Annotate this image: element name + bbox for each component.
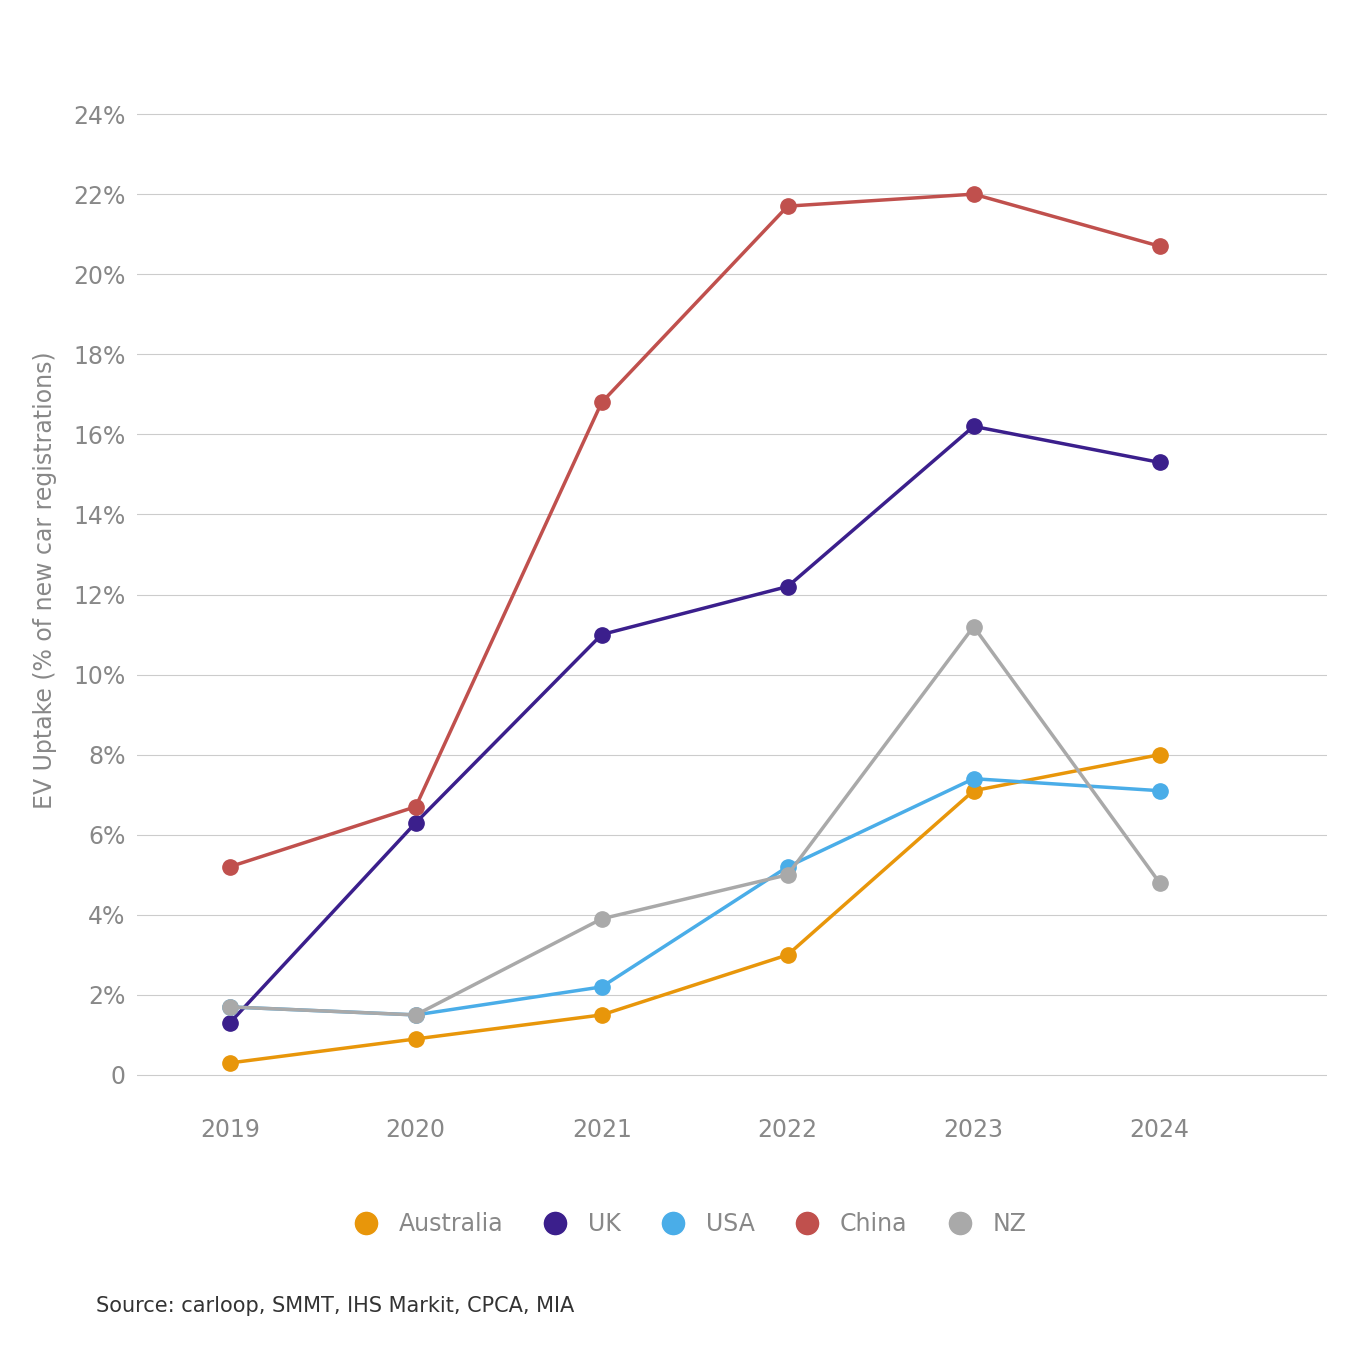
- Legend: Australia, UK, USA, China, NZ: Australia, UK, USA, China, NZ: [332, 1203, 1036, 1246]
- Text: carloop: carloop: [1096, 1270, 1257, 1308]
- Y-axis label: EV Uptake (% of new car registrations): EV Uptake (% of new car registrations): [33, 352, 56, 809]
- Text: Source: carloop, SMMT, IHS Markit, CPCA, MIA: Source: carloop, SMMT, IHS Markit, CPCA,…: [96, 1296, 575, 1316]
